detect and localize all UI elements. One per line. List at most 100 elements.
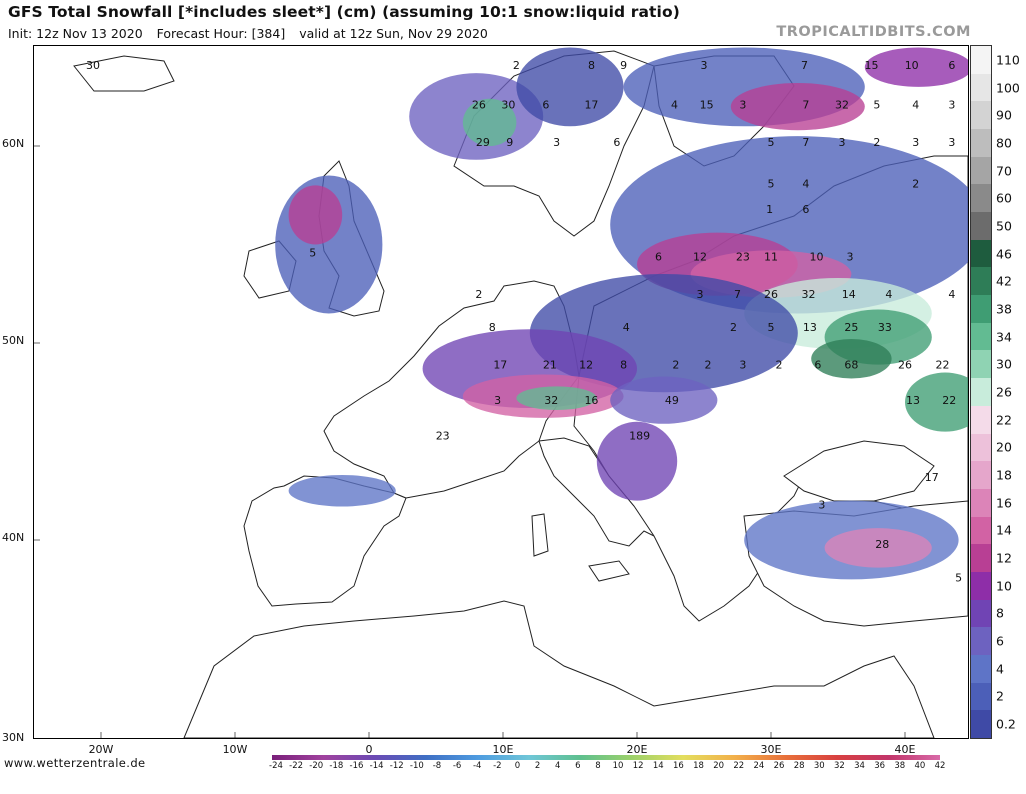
temperature-scale-label: -14 [369, 761, 384, 771]
snow-value-label: 6 [613, 136, 620, 149]
colorbar-label: 20 [996, 439, 1012, 455]
snow-value-label: 2 [873, 136, 880, 149]
temperature-scale-label: 4 [554, 761, 561, 771]
lon-label-20e: 20E [626, 743, 648, 756]
snowfall-area [596, 421, 678, 501]
lon-label-0: 0 [365, 743, 373, 756]
snow-value-label: 16 [584, 394, 598, 407]
snowfall-area [288, 474, 396, 507]
map-subtitle: Init: 12z Nov 13 2020 Forecast Hour: [38… [8, 26, 498, 41]
sardinia-outline [531, 513, 549, 557]
temperature-scale-label: 26 [773, 761, 785, 771]
lon-label-10w: 10W [222, 743, 248, 756]
temperature-scale-label: 28 [793, 761, 805, 771]
colorbar-label: 2 [996, 688, 1004, 704]
snowfall-area [288, 185, 343, 245]
lon-label-40e: 40E [894, 743, 916, 756]
snow-value-label: 3 [818, 499, 825, 512]
forecast-hour: Forecast Hour: [384] [156, 26, 286, 41]
snow-value-label: 3 [553, 136, 560, 149]
colorbar-segment [971, 73, 991, 102]
colorbar-label: 50 [996, 218, 1012, 234]
temperature-scale-label: 34 [854, 761, 865, 771]
snow-value-label: 30 [86, 59, 100, 72]
snow-value-label: 2 [776, 359, 783, 372]
temperature-scale-label: 0 [514, 761, 521, 771]
lon-label-30e: 30E [760, 743, 782, 756]
colorbar-label: 80 [996, 135, 1012, 151]
snow-value-label: 1 [766, 203, 773, 216]
colorbar-segment [971, 212, 991, 241]
colorbar-segment [971, 682, 991, 711]
snow-value-label: 22 [936, 359, 950, 372]
colorbar-segment [971, 267, 991, 296]
snowfall-colorbar [970, 45, 992, 739]
snow-value-label: 6 [814, 359, 821, 372]
snow-value-label: 8 [588, 59, 595, 72]
snow-value-label: 9 [620, 59, 627, 72]
colorbar-label: 18 [996, 467, 1012, 483]
colorbar-label: 46 [996, 246, 1012, 262]
snow-value-label: 5 [768, 177, 775, 190]
colorbar-segment [971, 627, 991, 656]
snow-value-label: 7 [802, 136, 809, 149]
colorbar-label: 70 [996, 163, 1012, 179]
colorbar-label: 4 [996, 661, 1004, 677]
temperature-scale-label: 20 [713, 761, 725, 771]
snow-value-label: 2 [705, 359, 712, 372]
snow-value-label: 10 [810, 250, 824, 263]
snowfall-shading [275, 47, 968, 580]
colorbar-segment [971, 129, 991, 158]
colorbar-label: 26 [996, 384, 1012, 400]
snowfall-area [610, 376, 718, 424]
valid-time: valid at 12z Sun, Nov 29 2020 [299, 26, 488, 41]
snow-value-label: 23 [736, 250, 750, 263]
temperature-scale-bar [272, 755, 940, 760]
snow-value-label: 15 [865, 59, 879, 72]
snow-value-label: 8 [620, 359, 627, 372]
colorbar-segment [971, 710, 991, 739]
snow-value-label: 4 [948, 288, 955, 301]
colorbar-segment [971, 433, 991, 462]
snow-value-label: 3 [696, 288, 703, 301]
snow-value-label: 14 [842, 288, 856, 301]
snow-value-label: 32 [802, 288, 816, 301]
snow-value-label: 12 [579, 359, 593, 372]
north-africa-outline [183, 600, 935, 738]
snow-value-label: 2 [475, 288, 482, 301]
snow-value-label: 32 [544, 394, 558, 407]
temperature-scale-label: -16 [349, 761, 364, 771]
snow-value-label: 5 [873, 99, 880, 112]
colorbar-segment [971, 295, 991, 324]
colorbar-segment [971, 184, 991, 213]
colorbar-segment [971, 350, 991, 379]
sicily-outline [588, 560, 630, 582]
lat-lon-grid [34, 145, 906, 738]
colorbar-segment [971, 405, 991, 434]
snow-value-label: 9 [506, 136, 513, 149]
snow-value-label: 4 [912, 99, 919, 112]
temperature-scale-label: -12 [389, 761, 404, 771]
snowfall-area [516, 47, 624, 127]
snow-value-label: 10 [905, 59, 919, 72]
snow-value-label: 2 [912, 177, 919, 190]
temperature-scale-label: 2 [534, 761, 541, 771]
snow-value-label: 6 [542, 99, 549, 112]
colorbar-label: 0.2 [996, 716, 1016, 732]
colorbar-segment [971, 461, 991, 490]
snow-value-label: 3 [847, 250, 854, 263]
lat-label-50n: 50N [2, 334, 25, 347]
colorbar-segment [971, 544, 991, 573]
lat-label-30n: 30N [2, 731, 25, 744]
temperature-scale-label: -18 [329, 761, 344, 771]
snow-value-label: 5 [309, 246, 316, 259]
snow-value-label: 3 [701, 59, 708, 72]
snowfall-area [730, 82, 865, 131]
colorbar-segment [971, 516, 991, 545]
snow-value-label: 17 [493, 359, 507, 372]
lon-label-10e: 10E [492, 743, 514, 756]
lat-label-60n: 60N [2, 137, 25, 150]
colorbar-segment [971, 378, 991, 407]
colorbar-segment [971, 599, 991, 628]
snowfall-area [516, 386, 597, 410]
